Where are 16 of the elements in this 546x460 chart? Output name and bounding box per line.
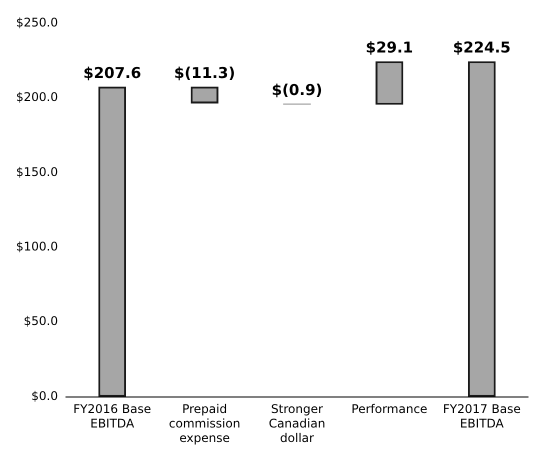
y-tick-label: $50.0 bbox=[24, 314, 58, 328]
data-label: $(11.3) bbox=[174, 64, 236, 82]
x-tick-label: FY2017 Base EBITDA bbox=[442, 402, 521, 431]
y-tick-label: $0.0 bbox=[31, 388, 58, 403]
x-tick-label: FY2016 Base EBITDA bbox=[73, 402, 152, 431]
data-label: $29.1 bbox=[366, 38, 414, 57]
y-tick-label: $200.0 bbox=[16, 90, 58, 104]
data-label: $207.6 bbox=[83, 64, 142, 82]
x-tick-label: Stronger Canadian dollar bbox=[268, 402, 326, 445]
data-label: $(0.9) bbox=[272, 80, 322, 99]
y-tick-label: $250.0 bbox=[16, 15, 58, 30]
x-tick-label: Prepaid commission expense bbox=[168, 402, 240, 445]
x-tick-label: Performance bbox=[351, 402, 428, 416]
y-tick-label: $100.0 bbox=[16, 239, 58, 254]
y-tick-label: $150.0 bbox=[16, 164, 58, 179]
data-label: $224.5 bbox=[452, 38, 511, 57]
